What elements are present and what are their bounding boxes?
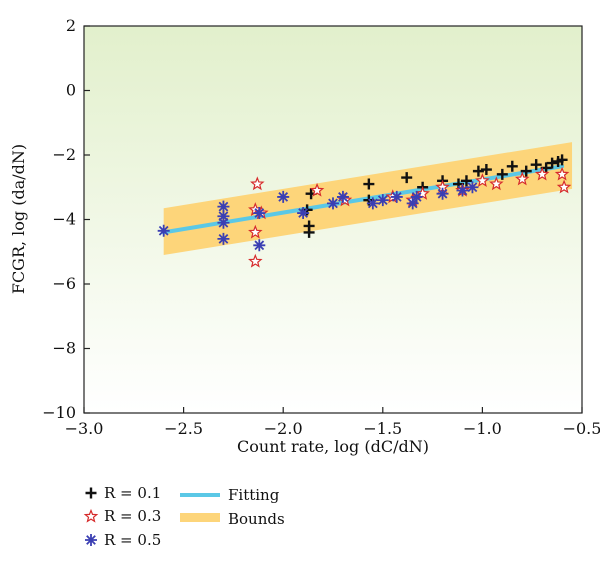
- data-point-star-0: [248, 253, 263, 268]
- legend-marker-r03: [83, 508, 99, 523]
- legend: R = 0.1 R = 0.3 R = 0.5 Fitting Bounds: [83, 484, 285, 549]
- data-point-asterisk-13: [390, 190, 403, 203]
- legend-label-r01: R = 0.1: [104, 484, 161, 502]
- x-tick-label: −1.0: [463, 419, 502, 438]
- data-point-plus-18: [546, 157, 558, 169]
- data-point-asterisk-8: [297, 207, 310, 220]
- data-point-plus-1: [303, 220, 315, 232]
- data-point-asterisk-14: [406, 197, 419, 210]
- data-point-star-3: [250, 176, 265, 191]
- y-axis-title: FCGR, log (da/dN): [9, 144, 28, 294]
- data-point-star-5: [309, 182, 325, 197]
- legend-marker-r01: [85, 487, 97, 499]
- data-point-asterisk-16: [436, 187, 449, 200]
- data-point-asterisk-18: [466, 181, 479, 194]
- data-point-plus-15: [520, 165, 532, 177]
- y-tick-label: −2: [52, 145, 76, 164]
- data-point-plus-10: [460, 175, 472, 187]
- data-point-star-15: [534, 166, 550, 181]
- data-point-plus-20: [556, 154, 568, 166]
- data-point-plus-11: [472, 165, 484, 177]
- y-tick-label: 0: [66, 81, 76, 100]
- data-point-plus-12: [480, 164, 492, 176]
- y-tick-label: −10: [42, 403, 76, 422]
- legend-label-bounds: Bounds: [228, 510, 285, 528]
- data-point-plus-14: [506, 160, 518, 172]
- data-point-star-17: [556, 179, 572, 194]
- x-tick-label: −3.0: [65, 419, 104, 438]
- data-point-asterisk-11: [366, 197, 379, 210]
- data-point-asterisk-15: [410, 190, 423, 203]
- data-point-asterisk-1: [217, 232, 230, 245]
- y-tick-label: −8: [52, 339, 76, 358]
- data-point-asterisk-4: [217, 200, 230, 213]
- data-point-star-12: [475, 173, 490, 187]
- data-point-asterisk-10: [336, 190, 349, 203]
- data-point-asterisk-5: [253, 239, 266, 252]
- data-point-asterisk-17: [456, 184, 469, 197]
- x-axis-title: Count rate, log (dC/dN): [237, 437, 429, 456]
- legend-label-r05: R = 0.5: [104, 531, 161, 549]
- data-point-plus-13: [496, 168, 508, 180]
- fitting-line: [161, 164, 565, 235]
- legend-marker-star-icon: [83, 508, 99, 523]
- legend-label-r03: R = 0.3: [104, 507, 161, 525]
- x-tick-label: −1.5: [363, 419, 402, 438]
- data-point-asterisk-12: [376, 194, 389, 207]
- x-tick-label: −2.0: [264, 419, 303, 438]
- data-point-plus-6: [401, 172, 413, 184]
- data-point-star-1: [248, 224, 263, 239]
- legend-bounds-swatch: [180, 513, 220, 522]
- data-point-asterisk-0: [157, 224, 170, 237]
- data-point-plus-16: [530, 159, 542, 171]
- legend-label-fitting: Fitting: [228, 486, 280, 504]
- legend-marker-asterisk-icon: [85, 534, 97, 546]
- data-point-plus-4: [363, 178, 375, 190]
- x-tick-label: −2.5: [164, 419, 203, 438]
- data-point-asterisk-2: [217, 216, 230, 229]
- data-point-asterisk-3: [217, 210, 230, 223]
- y-tick-label: 2: [66, 16, 76, 35]
- data-point-asterisk-7: [277, 190, 290, 203]
- data-point-star-13: [489, 176, 504, 191]
- x-tick-label: −0.5: [563, 419, 600, 438]
- data-point-asterisk-9: [327, 197, 339, 210]
- data-point-star-16: [554, 166, 570, 181]
- y-tick-label: −6: [52, 274, 76, 293]
- y-tick-label: −4: [52, 210, 76, 229]
- data-point-asterisk-6: [253, 207, 266, 220]
- legend-marker-r05: [85, 534, 97, 546]
- legend-marker-plus-icon: [85, 487, 97, 499]
- data-point-star-14: [514, 171, 530, 186]
